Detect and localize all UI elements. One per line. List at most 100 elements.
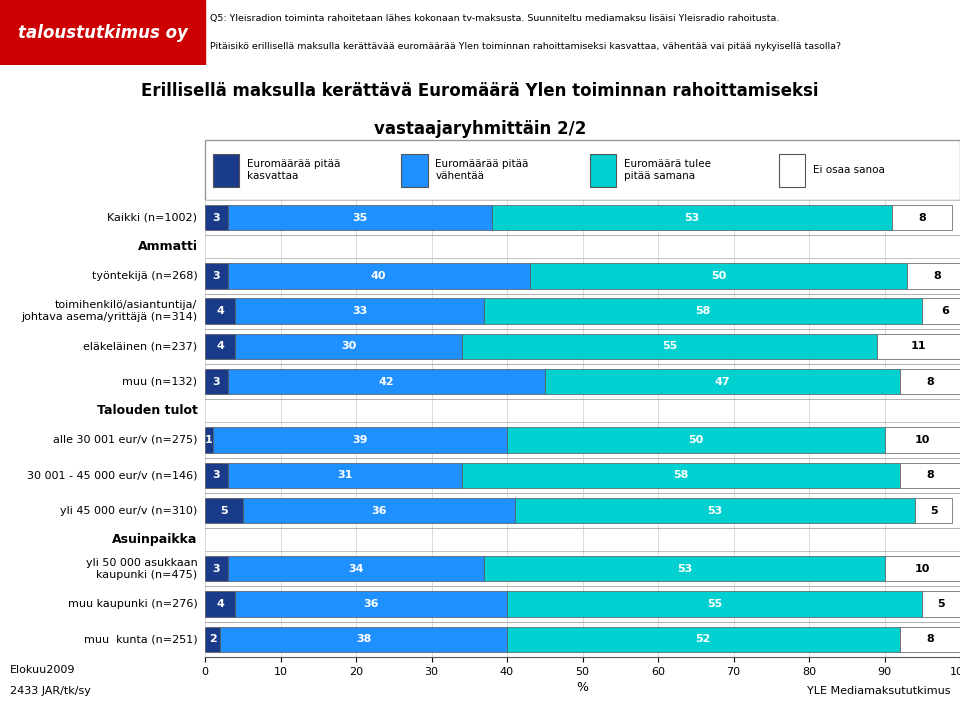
Text: 33: 33: [352, 306, 368, 316]
Bar: [205, 427, 212, 452]
Bar: [507, 626, 900, 652]
Text: vastaajaryhmittäin 2/2: vastaajaryhmittäin 2/2: [373, 119, 587, 138]
Text: 31: 31: [337, 470, 352, 480]
Bar: [907, 263, 960, 288]
Bar: [485, 298, 923, 324]
Text: 11: 11: [911, 341, 926, 351]
Text: YLE Mediamaksututkimus: YLE Mediamaksututkimus: [807, 686, 950, 696]
Text: taloustutkimus oy: taloustutkimus oy: [17, 23, 187, 42]
Text: 2433 JAR/tk/sy: 2433 JAR/tk/sy: [10, 686, 90, 696]
Text: Elokuu2009: Elokuu2009: [10, 665, 75, 675]
Text: 5: 5: [930, 506, 937, 515]
Text: 50: 50: [710, 271, 726, 281]
Text: 50: 50: [688, 435, 704, 445]
Bar: [530, 263, 907, 288]
Bar: [205, 498, 243, 523]
Bar: [462, 334, 876, 359]
Bar: [779, 154, 805, 187]
Bar: [205, 205, 228, 230]
Text: Q5: Yleisradion toiminta rahoitetaan lähes kokonaan tv-maksusta. Suunniteltu med: Q5: Yleisradion toiminta rahoitetaan läh…: [210, 13, 780, 23]
Bar: [900, 369, 960, 395]
Text: 47: 47: [714, 377, 730, 387]
Text: 8: 8: [926, 634, 934, 644]
Bar: [228, 462, 462, 488]
Text: 1: 1: [204, 435, 213, 445]
Text: 2: 2: [208, 634, 216, 644]
Bar: [884, 556, 960, 581]
Text: 42: 42: [378, 377, 394, 387]
Text: Euromäärä tulee
pitää samana: Euromäärä tulee pitää samana: [624, 159, 711, 181]
Text: 3: 3: [212, 470, 220, 480]
X-axis label: %: %: [577, 681, 588, 694]
Text: Euromäärää pitää
vähentää: Euromäärää pitää vähentää: [435, 159, 529, 181]
Text: muu (n=132): muu (n=132): [123, 377, 198, 387]
Text: 39: 39: [352, 435, 368, 445]
Text: 58: 58: [673, 470, 688, 480]
Bar: [900, 462, 960, 488]
Text: 5: 5: [220, 506, 228, 515]
Text: muu  kunta (n=251): muu kunta (n=251): [84, 634, 198, 644]
Text: yli 45 000 eur/v (n=310): yli 45 000 eur/v (n=310): [60, 506, 198, 515]
Text: 8: 8: [926, 377, 934, 387]
Text: Talouden tulot: Talouden tulot: [97, 404, 198, 417]
Bar: [590, 154, 616, 187]
Text: 53: 53: [707, 506, 722, 515]
Bar: [900, 626, 960, 652]
Text: Erillisellä maksulla kerättävä Euromäärä Ylen toiminnan rahoittamiseksi: Erillisellä maksulla kerättävä Euromäärä…: [141, 82, 819, 100]
Bar: [923, 591, 960, 617]
Bar: [228, 556, 485, 581]
Bar: [228, 205, 492, 230]
Bar: [212, 154, 239, 187]
Text: 8: 8: [926, 470, 934, 480]
Text: 58: 58: [696, 306, 711, 316]
Text: eläkeläinen (n=237): eläkeläinen (n=237): [84, 341, 198, 351]
Bar: [228, 369, 544, 395]
Text: Ei osaa sanoa: Ei osaa sanoa: [813, 165, 885, 175]
Text: muu kaupunki (n=276): muu kaupunki (n=276): [68, 599, 198, 609]
Text: 36: 36: [363, 599, 379, 609]
Text: 3: 3: [212, 271, 220, 281]
Bar: [892, 205, 952, 230]
Text: alle 30 001 eur/v (n=275): alle 30 001 eur/v (n=275): [53, 435, 198, 445]
Bar: [401, 154, 428, 187]
Text: toimihenkilö/asiantuntija/
johtava asema/yrittäjä (n=314): toimihenkilö/asiantuntija/ johtava asema…: [21, 300, 198, 322]
Bar: [915, 498, 952, 523]
Bar: [243, 498, 515, 523]
Text: 10: 10: [915, 435, 930, 445]
Bar: [876, 334, 960, 359]
Bar: [235, 591, 507, 617]
Text: 5: 5: [937, 599, 945, 609]
Text: 4: 4: [216, 341, 224, 351]
Bar: [205, 591, 235, 617]
Bar: [884, 427, 960, 452]
Text: 6: 6: [941, 306, 948, 316]
Text: 35: 35: [352, 213, 368, 223]
Text: 4: 4: [216, 599, 224, 609]
Text: 55: 55: [707, 599, 722, 609]
Bar: [462, 462, 900, 488]
Text: 8: 8: [919, 213, 926, 223]
Text: Kaikki (n=1002): Kaikki (n=1002): [108, 213, 198, 223]
Bar: [212, 427, 507, 452]
Bar: [0, 0, 205, 65]
Bar: [235, 298, 485, 324]
Text: Pitäisikö erillisellä maksulla kerättävää euromäärää Ylen toiminnan rahoittamise: Pitäisikö erillisellä maksulla kerättävä…: [210, 42, 841, 52]
Bar: [205, 369, 228, 395]
Text: 30 001 - 45 000 eur/v (n=146): 30 001 - 45 000 eur/v (n=146): [27, 470, 198, 480]
Text: 3: 3: [212, 563, 220, 574]
Text: Euromäärää pitää
kasvattaa: Euromäärää pitää kasvattaa: [247, 159, 340, 181]
Bar: [507, 427, 884, 452]
Text: 30: 30: [341, 341, 356, 351]
Text: työntekijä (n=268): työntekijä (n=268): [92, 271, 198, 281]
Bar: [205, 298, 235, 324]
Text: 10: 10: [915, 563, 930, 574]
Bar: [220, 626, 507, 652]
Bar: [205, 263, 228, 288]
Bar: [205, 626, 220, 652]
Bar: [507, 591, 923, 617]
Text: 4: 4: [216, 306, 224, 316]
Bar: [515, 498, 915, 523]
Text: Asuinpaikka: Asuinpaikka: [112, 533, 198, 547]
Text: 38: 38: [356, 634, 372, 644]
Text: 34: 34: [348, 563, 364, 574]
